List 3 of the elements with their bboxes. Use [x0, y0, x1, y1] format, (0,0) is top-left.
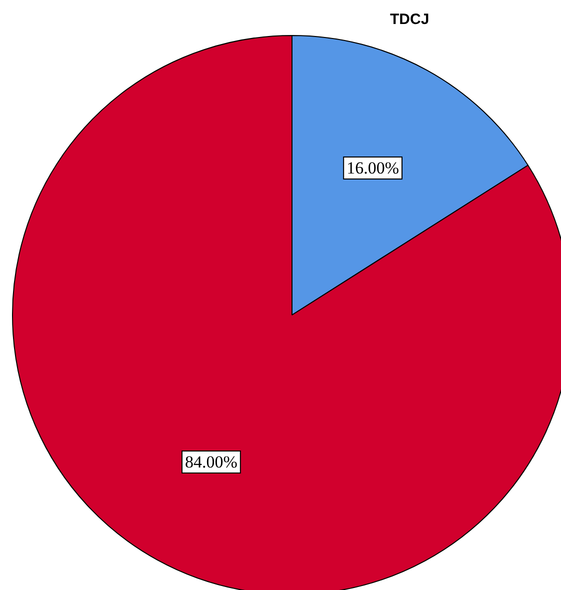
chart-title: TDCJ: [390, 11, 430, 28]
data-label: 16.00%: [346, 158, 399, 178]
data-label: 84.00%: [185, 452, 238, 472]
